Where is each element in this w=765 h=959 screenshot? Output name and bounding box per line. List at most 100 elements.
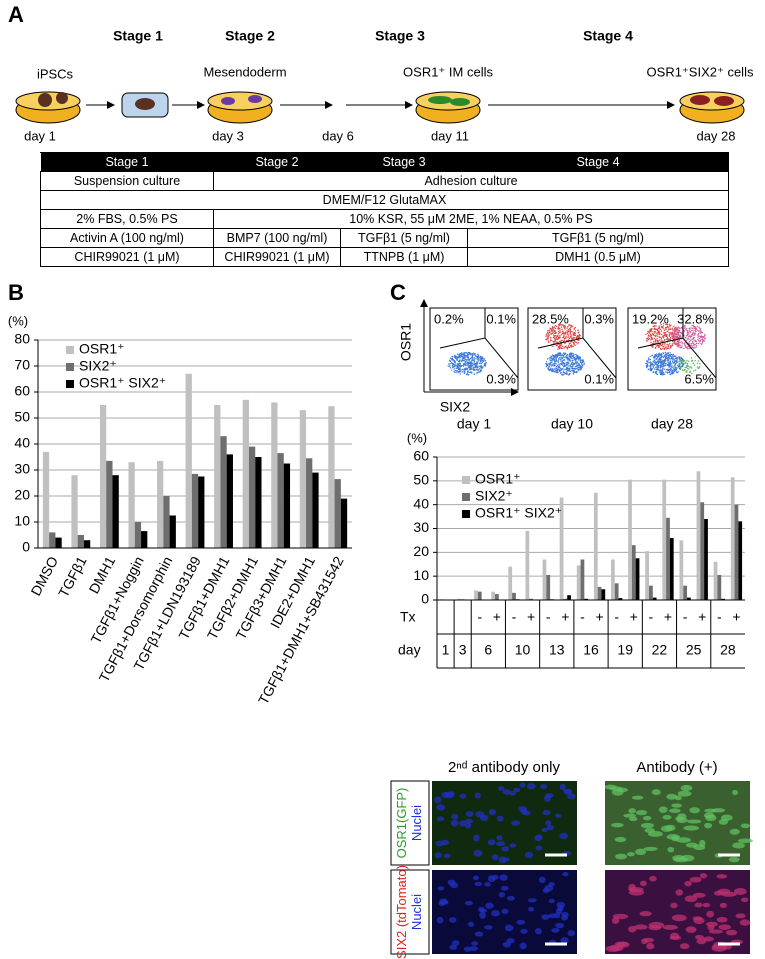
event-dot: [551, 364, 554, 367]
event-dot: [572, 345, 575, 348]
cell: [443, 853, 451, 859]
event-dot: [570, 340, 573, 343]
event-dot: [483, 363, 486, 366]
event-dot: [548, 366, 550, 368]
event-dot: [679, 334, 681, 337]
event-dot: [672, 340, 674, 343]
cell: [562, 871, 569, 877]
event-dot: [697, 338, 699, 341]
event-dot: [568, 343, 571, 345]
cell: [451, 940, 460, 946]
event-dot: [678, 366, 680, 368]
event-dot: [552, 369, 554, 371]
event-dot: [669, 361, 672, 363]
cell: [450, 98, 470, 106]
event-dot: [660, 330, 663, 332]
event-dot: [567, 329, 570, 331]
cell: [686, 819, 702, 824]
y-axis-label: (%): [407, 430, 427, 445]
event-dot: [660, 372, 662, 374]
event-dot: [674, 330, 676, 333]
event-dot: [476, 363, 479, 365]
event-dot: [662, 372, 664, 375]
event-dot: [562, 340, 565, 342]
event-dot: [559, 365, 561, 367]
event-dot: [479, 355, 481, 358]
event-dot: [455, 370, 458, 372]
event-dot: [658, 352, 660, 355]
event-dot: [550, 359, 552, 362]
event-dot: [547, 332, 549, 335]
cell: [719, 902, 728, 908]
event-dot: [656, 356, 659, 359]
event-dot: [691, 359, 693, 362]
event-dot: [680, 356, 682, 359]
cell: [474, 881, 483, 887]
event-dot: [554, 324, 557, 327]
cell: [729, 828, 740, 835]
event-dot: [476, 366, 479, 369]
event-dot: [666, 330, 668, 333]
event-dot: [458, 360, 460, 363]
header-cell: Stage 4: [467, 152, 729, 172]
event-dot: [462, 354, 465, 356]
event-dot: [467, 371, 469, 373]
event-dot: [687, 345, 690, 348]
cell-label: OSR1⁺SIX2⁺ cells: [647, 64, 754, 79]
bar: [730, 477, 735, 600]
bar: [71, 475, 78, 548]
event-dot: [464, 363, 467, 366]
event-dot: [684, 327, 686, 330]
event-dot: [458, 367, 461, 370]
event-dot: [570, 326, 573, 328]
event-dot: [676, 330, 678, 332]
event-dot: [565, 335, 567, 337]
event-dot: [471, 365, 474, 367]
event-dot: [663, 332, 666, 334]
table-row: 2% FBS, 0.5% PS 10% KSR, 55 μM 2ME, 1% N…: [40, 209, 729, 229]
event-dot: [684, 345, 687, 347]
event-dot: [662, 343, 664, 345]
event-dot: [676, 343, 678, 345]
event-dot: [575, 365, 577, 368]
x-tick-label: TGFβ1: [55, 553, 90, 599]
cell: [473, 849, 483, 857]
cell: [643, 846, 658, 851]
event-dot: [682, 359, 685, 361]
bar-chart: 0 10 20 30 40 50 60 70 80 (%) OSR1⁺SIX2⁺OSR1⁺ SIX2…: [8, 313, 352, 707]
event-dot: [659, 367, 662, 369]
event-dot: [670, 355, 672, 358]
event-dot: [665, 338, 668, 341]
event-dot: [659, 364, 662, 367]
bar: [525, 530, 530, 600]
event-dot: [671, 331, 673, 333]
cell: CHIR99021 (1 μM): [213, 247, 341, 267]
event-dot: [481, 356, 483, 358]
event-dot: [576, 357, 579, 359]
bar: [277, 453, 284, 548]
cell: 2% FBS, 0.5% PS: [40, 209, 214, 229]
event-dot: [691, 345, 693, 347]
cell: [535, 845, 543, 851]
event-dot: [462, 356, 464, 358]
day-label: 10: [515, 642, 531, 658]
event-dot: [571, 346, 573, 348]
event-dot: [647, 336, 649, 338]
cell: [499, 874, 508, 881]
event-dot: [548, 331, 551, 333]
bar: [306, 458, 313, 548]
event-dot: [561, 347, 563, 350]
cell: [498, 786, 505, 791]
event-dot: [560, 372, 562, 374]
event-dot: [456, 358, 459, 360]
event-dot: [554, 369, 556, 371]
event-dot: [461, 352, 463, 354]
event-dot: [686, 332, 689, 334]
event-dot: [660, 337, 663, 340]
event-dot: [562, 336, 564, 339]
cell: [496, 835, 503, 841]
event-dot: [680, 366, 682, 369]
cell: [718, 818, 729, 825]
y-tick-label: 50: [14, 409, 30, 425]
